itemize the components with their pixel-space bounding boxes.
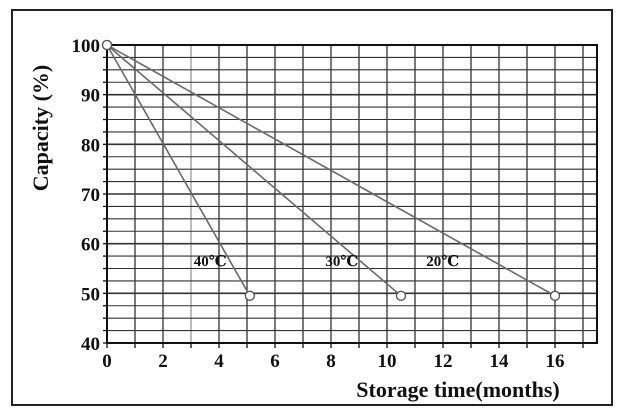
- y-tick-label: 60: [81, 235, 100, 256]
- series-lines: [106, 44, 556, 297]
- y-tick-label: 90: [81, 86, 100, 107]
- data-point: [395, 290, 407, 301]
- series-label: 30℃: [325, 254, 358, 270]
- y-tick-label: 50: [81, 284, 100, 305]
- series-line: [106, 44, 251, 297]
- series-markers: [101, 39, 561, 301]
- data-point: [244, 290, 255, 301]
- tick-labels: 0 2 4 6 8 10 12 14 16 40 50 60 70 80 90 100: [72, 36, 565, 372]
- series-label: 20℃: [426, 254, 459, 270]
- y-axis-label: Capacity (%): [28, 65, 53, 191]
- x-tick-label: 2: [158, 351, 168, 372]
- data-point: [101, 39, 113, 51]
- chart-frame: [11, 9, 613, 406]
- y-tick-label: 40: [81, 334, 100, 355]
- series-line: [106, 44, 402, 297]
- x-tick-label: 8: [326, 351, 336, 372]
- y-tick-label: 80: [81, 135, 100, 156]
- x-tick-label: 0: [102, 351, 112, 372]
- series-line: [106, 44, 556, 297]
- data-point: [549, 290, 561, 301]
- x-tick-label: 6: [270, 351, 280, 372]
- grid: [107, 44, 597, 343]
- x-tick-label: 16: [546, 351, 565, 372]
- x-tick-label: 14: [490, 351, 510, 372]
- series-labels: 40℃ 30℃ 20℃: [194, 254, 459, 270]
- x-tick-label: 4: [214, 351, 224, 372]
- y-tick-label: 70: [81, 185, 100, 206]
- axes: [103, 44, 598, 348]
- x-axis-label: Storage time(months): [356, 377, 559, 402]
- series-label: 40℃: [194, 254, 227, 270]
- x-tick-label: 12: [434, 351, 453, 372]
- x-tick-label: 10: [378, 351, 397, 372]
- y-tick-label: 100: [72, 36, 101, 57]
